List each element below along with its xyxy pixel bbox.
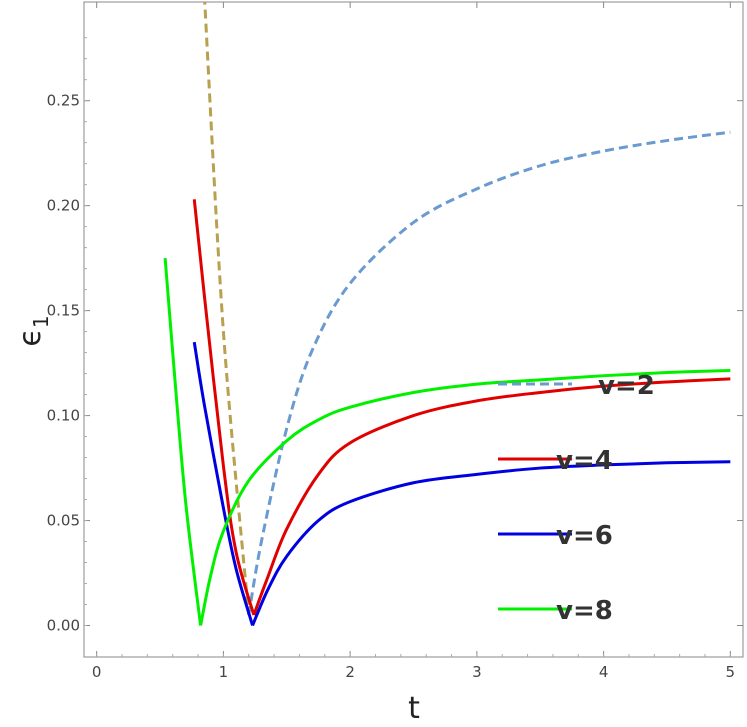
y-axis-label: ϵ1 [13, 315, 53, 346]
series-lines [163, 2, 731, 627]
plot-frame [83, 1, 744, 658]
x-tick-label: 3 [472, 663, 482, 681]
series-line-v4-right [252, 377, 731, 616]
x-axis-label: t [408, 691, 420, 726]
legend-label-v2: v=2 [598, 371, 655, 401]
x-tick-label: 2 [345, 663, 355, 681]
series-line-v8-left [163, 257, 203, 626]
series-line-v2-right [247, 130, 731, 616]
x-tick-label: 5 [726, 663, 736, 681]
y-tick-label: 0.20 [47, 197, 80, 215]
y-tick-label: 0.00 [47, 617, 80, 635]
series-line-v4-left [192, 199, 256, 616]
x-tick-label: 4 [599, 663, 609, 681]
series-line-v6-left [192, 341, 254, 626]
legend-label-v6: v=6 [556, 521, 613, 551]
y-tick-label: 0.25 [47, 92, 80, 110]
legend-label-v8: v=8 [556, 596, 613, 626]
y-axis-label-sub: 1 [29, 315, 53, 328]
plot-border [83, 1, 744, 658]
y-tick-label: 0.15 [47, 302, 80, 320]
axis-ticks: 0 1 2 3 4 5 0.00 0.05 0.10 0.15 0.20 0.25 [47, 2, 743, 681]
series-line-v8-right [199, 368, 731, 626]
x-tick-label: 0 [92, 663, 102, 681]
x-tick-label: 1 [219, 663, 229, 681]
y-axis-label-main: ϵ [13, 328, 48, 346]
y-tick-label: 0.10 [47, 407, 80, 425]
series-line-v2-left [203, 2, 251, 616]
series-line-v6-right [251, 460, 731, 627]
legend-label-v4: v=4 [556, 446, 613, 476]
legend: v=2 v=4 v=6 v=8 [498, 371, 655, 626]
y-tick-label: 0.05 [47, 512, 80, 530]
